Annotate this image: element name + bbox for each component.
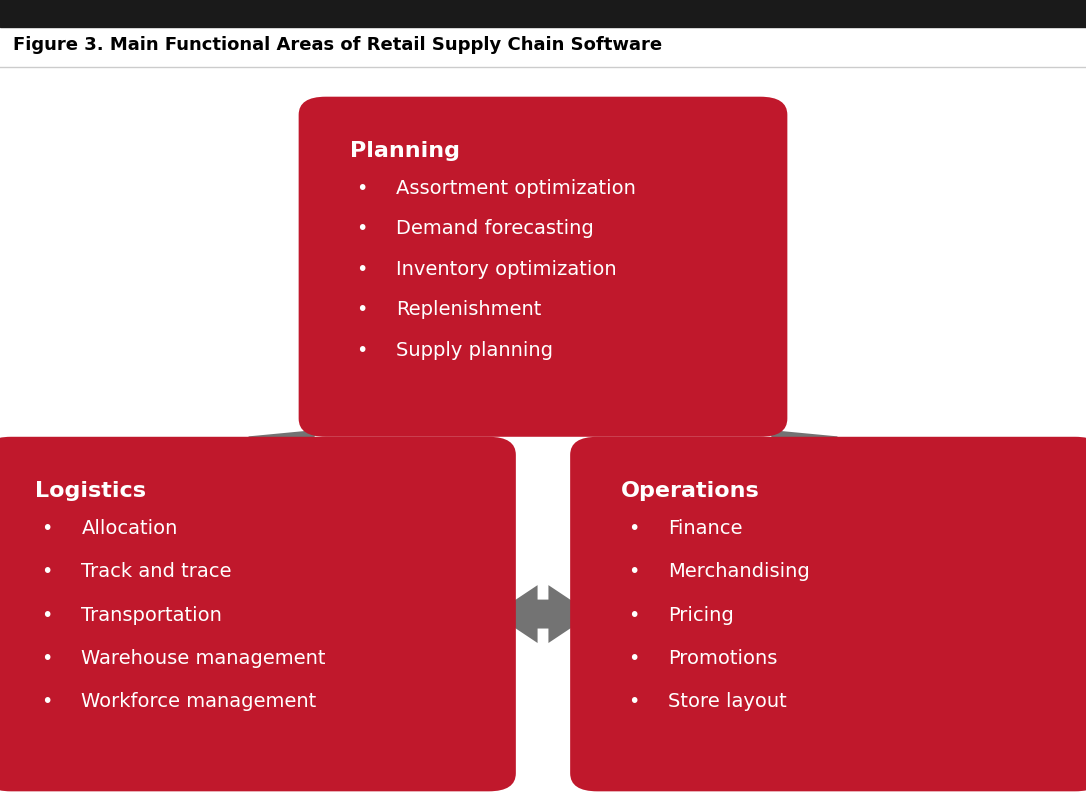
Text: •: •	[41, 561, 52, 581]
Text: Planning: Planning	[350, 141, 459, 161]
Text: Track and trace: Track and trace	[81, 561, 232, 581]
FancyBboxPatch shape	[570, 437, 1086, 792]
FancyBboxPatch shape	[0, 437, 516, 792]
FancyBboxPatch shape	[299, 98, 787, 437]
Text: Finance: Finance	[668, 518, 743, 537]
Text: Supply planning: Supply planning	[396, 340, 554, 359]
Text: Transportation: Transportation	[81, 605, 223, 624]
Text: •: •	[41, 518, 52, 537]
Text: Warehouse management: Warehouse management	[81, 648, 326, 667]
Text: Logistics: Logistics	[35, 480, 146, 500]
Text: •: •	[628, 691, 639, 711]
Text: Promotions: Promotions	[668, 648, 778, 667]
Text: •: •	[628, 648, 639, 667]
Text: •: •	[356, 219, 367, 238]
Text: Demand forecasting: Demand forecasting	[396, 219, 594, 238]
Text: •: •	[41, 691, 52, 711]
Text: •: •	[628, 518, 639, 537]
Text: •: •	[628, 605, 639, 624]
Text: Operations: Operations	[621, 480, 760, 500]
Text: •: •	[41, 605, 52, 624]
Polygon shape	[494, 585, 592, 643]
Text: Merchandising: Merchandising	[668, 561, 810, 581]
Text: Assortment optimization: Assortment optimization	[396, 178, 636, 198]
Text: •: •	[356, 259, 367, 279]
Polygon shape	[766, 430, 907, 495]
Text: Store layout: Store layout	[668, 691, 786, 711]
Text: •: •	[356, 300, 367, 319]
Text: •: •	[628, 561, 639, 581]
Text: Figure 3. Main Functional Areas of Retail Supply Chain Software: Figure 3. Main Functional Areas of Retai…	[13, 36, 662, 54]
Text: Inventory optimization: Inventory optimization	[396, 259, 617, 279]
Text: Allocation: Allocation	[81, 518, 178, 537]
Text: •: •	[41, 648, 52, 667]
Text: •: •	[356, 178, 367, 198]
Text: •: •	[356, 340, 367, 359]
Polygon shape	[179, 430, 320, 495]
Text: Pricing: Pricing	[668, 605, 734, 624]
Text: Replenishment: Replenishment	[396, 300, 542, 319]
Text: Workforce management: Workforce management	[81, 691, 317, 711]
